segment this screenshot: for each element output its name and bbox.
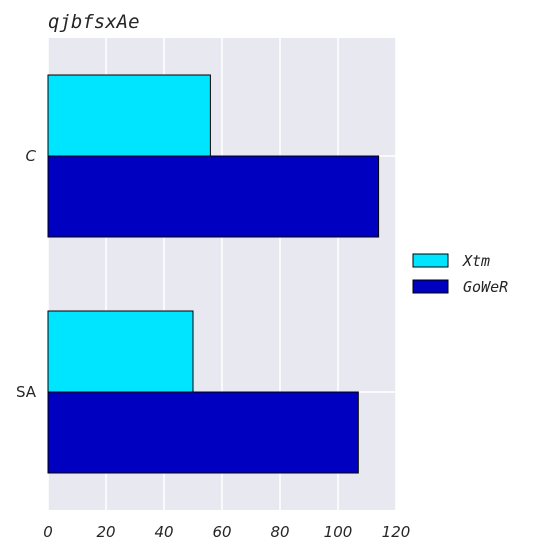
- legend-swatch: [412, 253, 449, 268]
- bar-xtm-sa: [47, 310, 194, 393]
- y-category-label: SA: [16, 383, 37, 401]
- legend-swatch: [412, 279, 449, 294]
- legend-label: Xtm: [462, 252, 490, 270]
- chart-title: qjbfsxAe: [48, 11, 140, 33]
- x-tick-label: 40: [154, 523, 173, 541]
- x-axis-ticks: 0 20 40 60 80 100 120: [43, 523, 410, 541]
- x-tick-label: 20: [96, 523, 115, 541]
- x-tick-label: 0: [43, 523, 53, 541]
- legend: Xtm GoWeR: [412, 252, 508, 296]
- y-axis-categories: C SA: [16, 147, 37, 401]
- x-tick-label: 80: [270, 523, 289, 541]
- x-tick-label: 120: [382, 523, 411, 541]
- bars: [47, 74, 380, 474]
- x-tick-label: 60: [212, 523, 231, 541]
- x-tick-label: 100: [324, 523, 353, 541]
- y-category-label: C: [26, 147, 37, 165]
- bar-xtm-c: [47, 74, 211, 157]
- bar-gower-sa: [47, 391, 359, 474]
- legend-label: GoWeR: [463, 278, 508, 296]
- bar-gower-c: [47, 155, 380, 238]
